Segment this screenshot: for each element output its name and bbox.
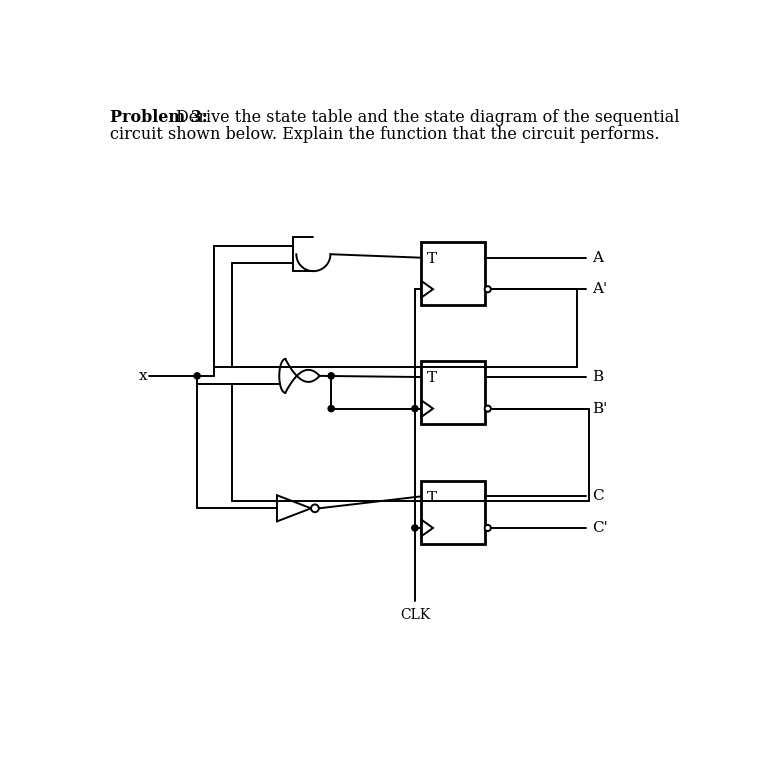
Circle shape [412, 525, 418, 531]
Text: x: x [139, 369, 147, 383]
Bar [421, 362, 485, 424]
Text: Problem 3:: Problem 3: [110, 109, 208, 126]
Text: T: T [427, 371, 437, 386]
Text: circuit shown below. Explain the function that the circuit performs.: circuit shown below. Explain the functio… [110, 126, 660, 143]
Text: C': C' [592, 521, 608, 535]
Text: B: B [592, 370, 604, 384]
Circle shape [412, 406, 418, 412]
Circle shape [328, 406, 335, 412]
Text: Derive the state table and the state diagram of the sequential: Derive the state table and the state dia… [177, 109, 680, 126]
Bar [421, 480, 485, 544]
Circle shape [328, 373, 335, 379]
Circle shape [311, 504, 318, 512]
Text: CLK: CLK [400, 608, 430, 622]
Circle shape [194, 373, 200, 379]
Text: T: T [427, 252, 437, 266]
Text: B': B' [592, 402, 608, 416]
Text: A: A [592, 251, 604, 264]
Bar [421, 242, 485, 305]
Text: T: T [427, 490, 437, 504]
Text: C: C [592, 490, 604, 503]
Circle shape [485, 286, 491, 292]
Circle shape [485, 525, 491, 531]
Circle shape [485, 406, 491, 412]
Text: A': A' [592, 282, 608, 296]
